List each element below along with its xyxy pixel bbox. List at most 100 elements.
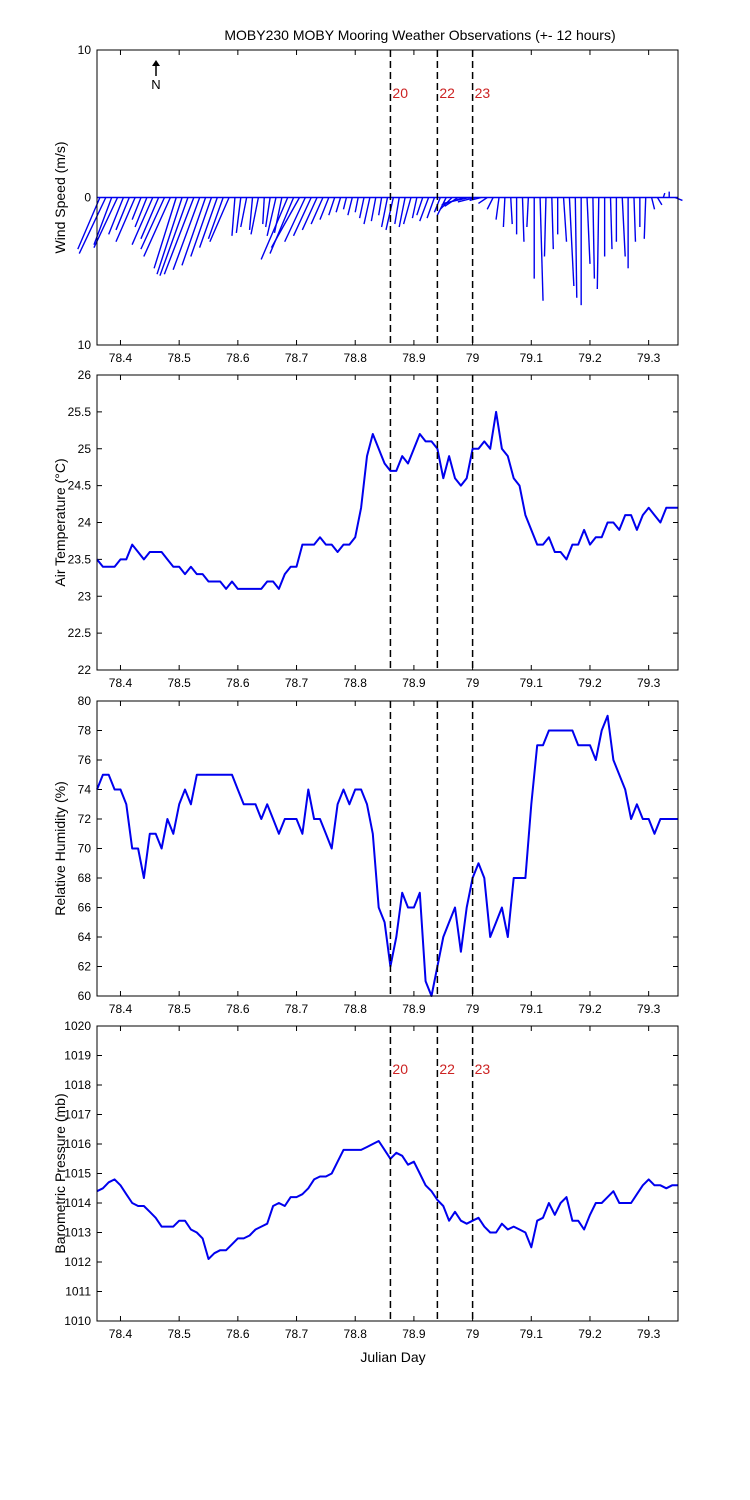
wind-axes-frame (96, 49, 679, 346)
airtemp-y-tick-label: 22.5 (68, 626, 92, 640)
pressure-y-tick-label: 1016 (64, 1137, 91, 1151)
humidity-y-tick-label: 66 (78, 901, 92, 915)
humidity-y-tick-label: 76 (78, 753, 92, 767)
wind-vector (363, 197, 371, 225)
airtemp-y-tick-label: 23 (78, 589, 92, 603)
airtemp-x-tick-label: 78.6 (226, 676, 250, 690)
wind-vector (377, 197, 383, 216)
pressure-y-tick-label: 1012 (64, 1255, 91, 1269)
wind-vector (159, 197, 189, 276)
humidity-x-tick-label: 79.1 (520, 1002, 544, 1016)
pressure-event-marker-label: 22 (439, 1061, 455, 1077)
humidity-y-tick-label: 70 (78, 842, 92, 856)
airtemp-axes-frame (96, 374, 679, 671)
wind-vector (609, 197, 613, 250)
wind-vector (250, 197, 260, 235)
wind-vector (380, 197, 389, 228)
wind-vector (436, 197, 447, 216)
airtemp-x-tick-label: 78.4 (109, 676, 133, 690)
wind-vector (335, 197, 342, 213)
wind-x-tick-label: 78.6 (226, 351, 250, 365)
panels-group: 10 0 10 78.4 78.5 78.6 78.7 78.8 78.9 79 79.1 79.2 7… (52, 43, 683, 1341)
wind-vector (656, 197, 663, 206)
wind-x-tick-label: 78.5 (167, 351, 191, 365)
wind-vector (265, 197, 271, 228)
pressure-x-tick-label: 79 (466, 1327, 480, 1341)
wind-y-tick-label: 10 (78, 338, 92, 352)
airtemp-x-tick-label: 79.2 (578, 676, 602, 690)
wind-vector (342, 197, 348, 210)
wind-vector (108, 197, 125, 235)
wind-vector (190, 197, 213, 257)
humidity-x-tick-label: 79.3 (637, 1002, 661, 1016)
airtemp-series-line (96, 410, 678, 590)
wind-vector (370, 197, 377, 222)
wind-x-tick-label: 78.8 (344, 351, 368, 365)
humidity-x-tick-label: 78.8 (344, 1002, 368, 1016)
wind-vector (198, 197, 218, 248)
wind-vector (469, 196, 482, 202)
pressure-x-tick-label: 78.7 (285, 1327, 309, 1341)
north-arrow-icon (152, 60, 160, 66)
wind-vector (394, 197, 400, 225)
wind-vector (510, 197, 513, 225)
wind-vector (270, 197, 301, 248)
pressure-series-line (96, 1140, 678, 1260)
wind-vector (502, 197, 506, 228)
wind-vector (140, 197, 166, 250)
airtemp-y-tick-label: 23.5 (68, 552, 92, 566)
wind-vector (358, 197, 365, 219)
humidity-x-tick-label: 79 (466, 1002, 480, 1016)
wind-x-tick-label: 79.3 (637, 351, 661, 365)
airtemp-x-tick-label: 79 (466, 676, 480, 690)
wind-event-marker-label: 23 (475, 85, 491, 101)
wind-event-marker-label: 20 (392, 85, 408, 101)
wind-vector (526, 197, 530, 228)
pressure-y-tick-label: 1014 (64, 1196, 91, 1210)
humidity-y-tick-label: 78 (78, 724, 92, 738)
humidity-y-axis-label: Relative Humidity (%) (52, 781, 68, 916)
wind-vector (172, 197, 201, 271)
pressure-x-tick-label: 79.2 (578, 1327, 602, 1341)
pressure-panel: 1020 1019 1018 1017 1016 1015 1014 1013 1012 1011… (52, 1019, 679, 1341)
wind-vector (292, 197, 312, 237)
wind-vector (231, 197, 236, 236)
wind-vector (115, 197, 136, 243)
wind-panel: 10 0 10 78.4 78.5 78.6 78.7 78.8 78.9 79 79.1 79.2 7… (52, 43, 683, 365)
wind-x-tick-label: 79.2 (578, 351, 602, 365)
wind-x-tick-label: 79.1 (520, 351, 544, 365)
wind-vector (115, 197, 130, 231)
wind-vector (140, 197, 160, 240)
pressure-x-tick-label: 78.8 (344, 1327, 368, 1341)
pressure-x-tick-label: 78.6 (226, 1327, 250, 1341)
humidity-axes-frame (96, 700, 679, 997)
humidity-y-tick-label: 72 (78, 812, 92, 826)
wind-vector (354, 197, 359, 213)
pressure-x-tick-label: 79.1 (520, 1327, 544, 1341)
airtemp-x-tick-label: 78.5 (167, 676, 191, 690)
wind-event-marker-label: 22 (439, 85, 455, 101)
humidity-x-tick-label: 78.7 (285, 1002, 309, 1016)
wind-vector (426, 197, 436, 219)
wind-vector (134, 197, 148, 228)
airtemp-y-tick-label: 22 (78, 663, 92, 677)
wind-vector (521, 197, 525, 242)
wind-vector (235, 197, 242, 233)
pressure-event-marker-label: 23 (475, 1061, 491, 1077)
wind-vector (163, 197, 195, 275)
wind-vector (266, 197, 277, 237)
pressure-axes-frame (96, 1025, 679, 1322)
airtemp-x-tick-label: 78.8 (344, 676, 368, 690)
wind-vector (153, 197, 177, 269)
airtemp-y-tick-label: 25.5 (68, 405, 92, 419)
wind-vector (240, 197, 248, 228)
wind-y-axis-label: Wind Speed (m/s) (52, 141, 68, 253)
wind-vector (78, 197, 107, 254)
wind-vector (310, 197, 324, 225)
humidity-y-tick-label: 80 (78, 694, 92, 708)
airtemp-y-tick-label: 24.5 (68, 479, 92, 493)
wind-x-tick-label: 78.4 (109, 351, 133, 365)
wind-vector (416, 197, 424, 216)
pressure-y-tick-label: 1017 (64, 1108, 91, 1122)
